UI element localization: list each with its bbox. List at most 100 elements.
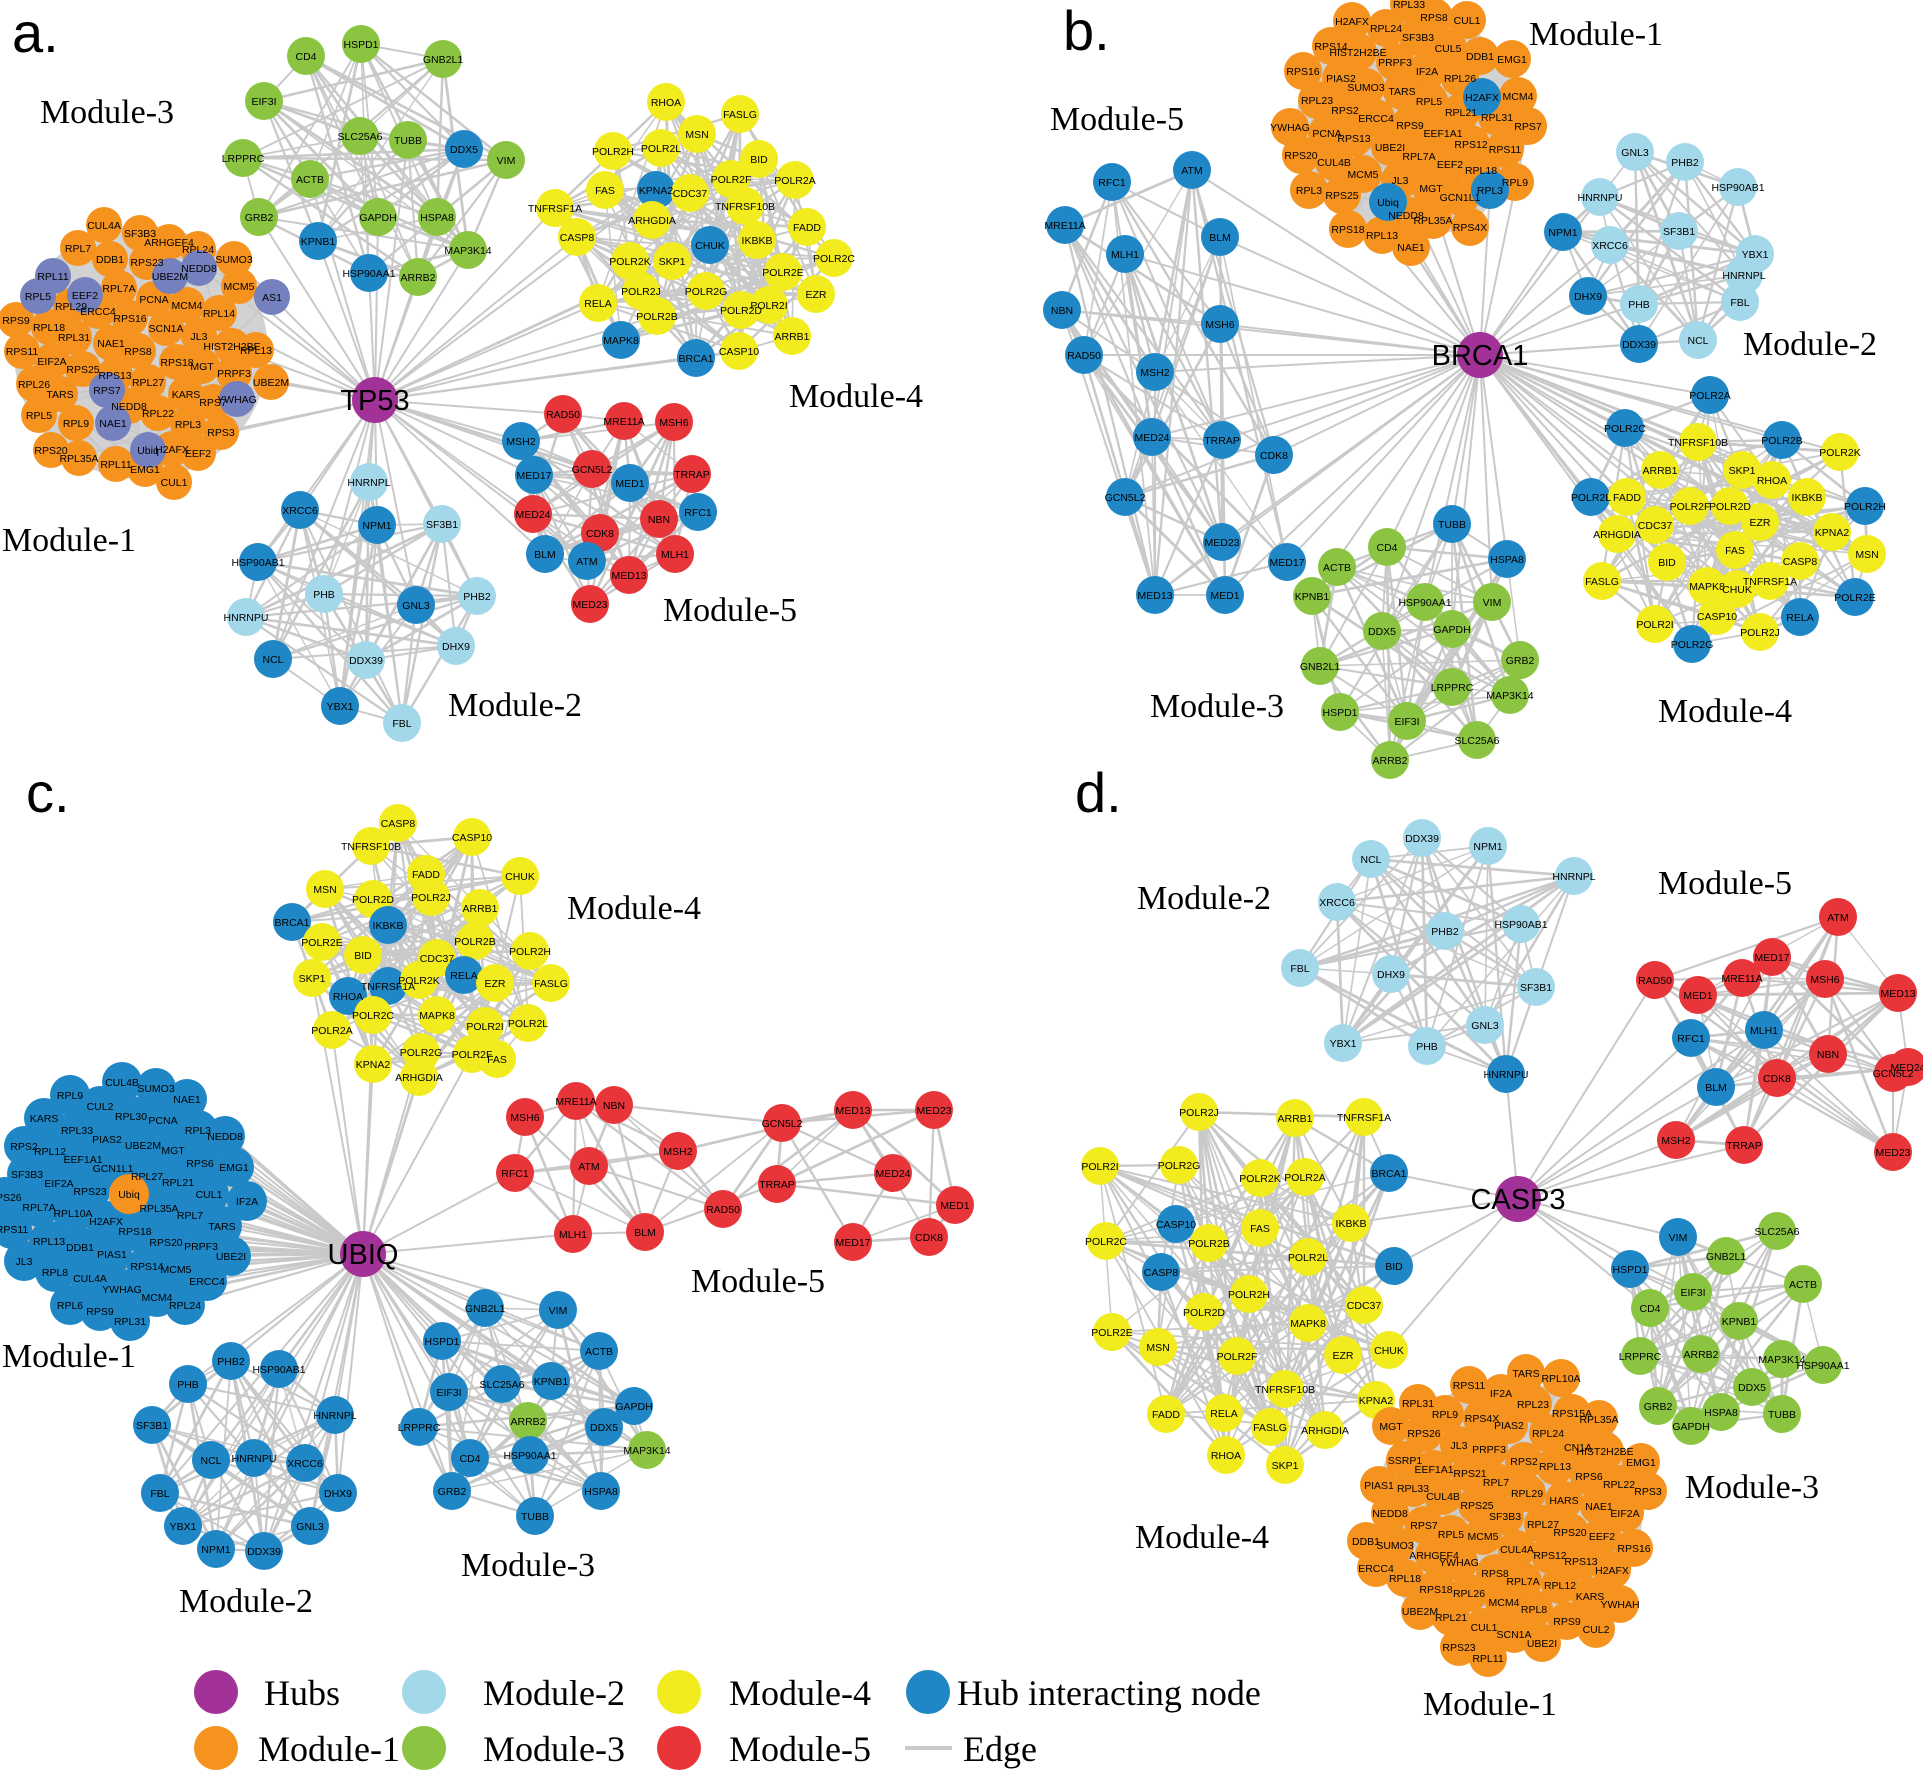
svg-text:MAP3K14: MAP3K14 (1486, 690, 1533, 702)
svg-text:ARHGDIA: ARHGDIA (628, 215, 676, 227)
svg-text:RHOA: RHOA (1757, 475, 1787, 487)
svg-text:ERCC4: ERCC4 (189, 1276, 225, 1288)
svg-text:FAS: FAS (1725, 545, 1745, 557)
svg-text:TP53: TP53 (340, 385, 409, 417)
svg-text:RFC1: RFC1 (684, 507, 712, 519)
svg-text:MAPK8: MAPK8 (1290, 1318, 1326, 1330)
svg-text:MAPK8: MAPK8 (1689, 581, 1725, 593)
svg-text:RPS2: RPS2 (1331, 105, 1359, 117)
svg-text:BID: BID (1385, 1261, 1403, 1273)
svg-text:RPS3: RPS3 (207, 427, 235, 439)
svg-text:MSH6: MSH6 (1205, 319, 1234, 331)
svg-text:RPL35A: RPL35A (139, 1203, 178, 1215)
svg-text:GCN1L1: GCN1L1 (93, 1163, 134, 1175)
svg-text:Module-1: Module-1 (2, 522, 136, 559)
svg-text:EIF3I: EIF3I (436, 1387, 461, 1399)
svg-text:POLR2E: POLR2E (1091, 1327, 1132, 1339)
svg-text:HNRNPL: HNRNPL (313, 1410, 356, 1422)
svg-text:CUL4A: CUL4A (73, 1273, 107, 1285)
svg-text:RPL8: RPL8 (42, 1267, 68, 1279)
svg-text:POLR2J: POLR2J (411, 892, 451, 904)
svg-text:EMG1: EMG1 (219, 1162, 249, 1174)
svg-text:FASLG: FASLG (1253, 1422, 1287, 1434)
svg-text:PCNA: PCNA (148, 1115, 177, 1127)
svg-text:Module-2: Module-2 (483, 1673, 625, 1713)
svg-text:RPS25: RPS25 (1325, 190, 1358, 202)
svg-text:Module-5: Module-5 (663, 592, 797, 629)
svg-text:RPS4X: RPS4X (1465, 1413, 1499, 1425)
svg-text:CDK8: CDK8 (1763, 1073, 1791, 1085)
svg-text:MCM4: MCM4 (1503, 91, 1534, 103)
svg-text:RPL27: RPL27 (131, 1171, 163, 1183)
svg-text:CDK8: CDK8 (586, 528, 614, 540)
svg-text:NAE1: NAE1 (1585, 1501, 1613, 1513)
svg-text:HIST2H2BE: HIST2H2BE (1329, 47, 1386, 59)
svg-text:SCN1A: SCN1A (1496, 1629, 1531, 1641)
svg-text:MLH1: MLH1 (559, 1229, 587, 1241)
svg-text:RPL18: RPL18 (33, 322, 65, 334)
svg-text:RPS7: RPS7 (93, 385, 121, 397)
svg-text:HSPD1: HSPD1 (343, 39, 378, 51)
svg-text:YBX1: YBX1 (1742, 249, 1769, 261)
svg-text:BID: BID (354, 950, 372, 962)
svg-text:Edge: Edge (963, 1729, 1037, 1769)
svg-text:TUBB: TUBB (521, 1511, 549, 1523)
svg-text:TNFRSF1A: TNFRSF1A (528, 203, 582, 215)
svg-text:RPS11: RPS11 (0, 1224, 28, 1236)
svg-text:KARS: KARS (30, 1113, 59, 1125)
svg-text:GAPDH: GAPDH (615, 1401, 652, 1413)
svg-text:IKBKB: IKBKB (1336, 1218, 1367, 1230)
svg-text:ARRB2: ARRB2 (1372, 755, 1407, 767)
svg-text:HNRNPU: HNRNPU (1578, 192, 1623, 204)
svg-text:SF3B3: SF3B3 (124, 228, 156, 240)
svg-text:CD4: CD4 (459, 1453, 480, 1465)
svg-text:ATM: ATM (1181, 165, 1202, 177)
svg-text:KPNB1: KPNB1 (534, 1376, 569, 1388)
svg-text:ACTB: ACTB (585, 1346, 613, 1358)
svg-text:PIAS2: PIAS2 (1326, 73, 1356, 85)
svg-text:ERCC4: ERCC4 (1358, 1563, 1394, 1575)
svg-text:FADD: FADD (1613, 492, 1641, 504)
svg-text:CASP10: CASP10 (452, 832, 492, 844)
svg-text:YBX1: YBX1 (327, 701, 354, 713)
svg-text:PHB2: PHB2 (463, 591, 491, 603)
svg-text:YWHAG: YWHAG (1270, 122, 1310, 134)
svg-text:ARHGDIA: ARHGDIA (1301, 1425, 1349, 1437)
svg-text:RPL23: RPL23 (1517, 1399, 1549, 1411)
svg-text:MAP3K14: MAP3K14 (1758, 1354, 1805, 1366)
svg-text:AS1: AS1 (262, 292, 282, 304)
svg-text:NEDD8: NEDD8 (207, 1131, 243, 1143)
svg-text:SCN1A: SCN1A (148, 323, 183, 335)
svg-text:CDC37: CDC37 (673, 188, 708, 200)
svg-text:SSRP1: SSRP1 (1388, 1455, 1423, 1467)
svg-text:BID: BID (750, 154, 768, 166)
svg-text:SF3B1: SF3B1 (1520, 982, 1552, 994)
svg-text:BLM: BLM (534, 549, 556, 561)
svg-text:DHX9: DHX9 (442, 641, 470, 653)
svg-text:ARRB2: ARRB2 (400, 272, 435, 284)
svg-text:RPS25: RPS25 (1460, 1500, 1493, 1512)
svg-text:RPS15A: RPS15A (1552, 1408, 1592, 1420)
svg-text:FASLG: FASLG (534, 978, 568, 990)
svg-text:CUL4B: CUL4B (1426, 1491, 1460, 1503)
svg-text:SF3B3: SF3B3 (11, 1169, 43, 1181)
svg-text:Module-4: Module-4 (789, 378, 923, 415)
svg-text:TNFRSF10B: TNFRSF10B (715, 201, 775, 213)
svg-text:CUL1: CUL1 (161, 477, 188, 489)
svg-text:MED23: MED23 (916, 1105, 951, 1117)
svg-text:RPL26: RPL26 (18, 379, 50, 391)
svg-text:RPL21: RPL21 (162, 1177, 194, 1189)
svg-text:POLR2E: POLR2E (762, 267, 803, 279)
svg-text:Module-3: Module-3 (461, 1547, 595, 1584)
svg-text:BRCA1: BRCA1 (1371, 1168, 1406, 1180)
svg-text:POLR2K: POLR2K (609, 256, 650, 268)
svg-text:SKP1: SKP1 (659, 256, 686, 268)
svg-text:LRPPRC: LRPPRC (1431, 682, 1474, 694)
svg-text:VIM: VIM (497, 155, 516, 167)
svg-text:RPS14: RPS14 (130, 1261, 163, 1273)
svg-text:FBL: FBL (392, 718, 411, 730)
svg-text:RPS13: RPS13 (1337, 133, 1370, 145)
svg-text:MSN: MSN (1146, 1342, 1169, 1354)
svg-text:POLR2E: POLR2E (1834, 592, 1875, 604)
svg-text:DHX9: DHX9 (1377, 969, 1405, 981)
